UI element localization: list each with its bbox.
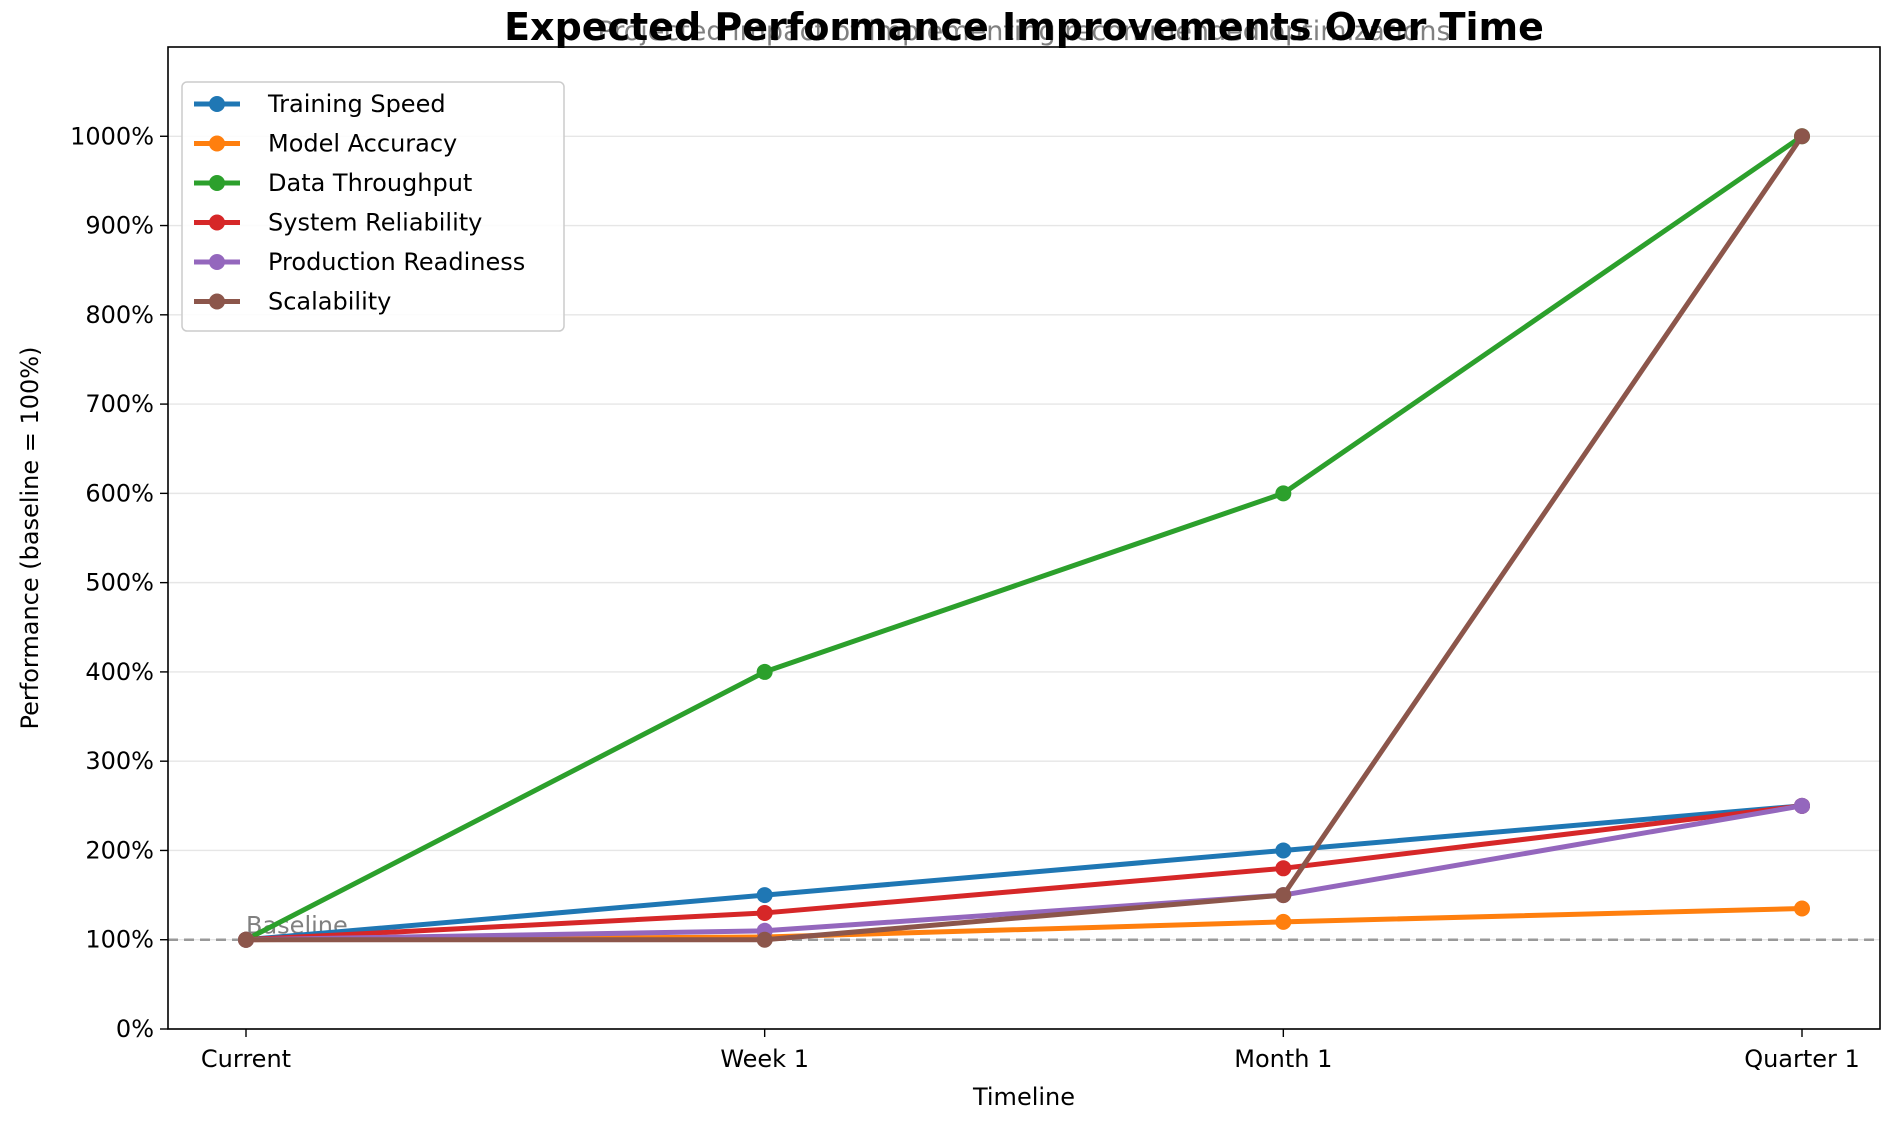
y-tick-label: 100% <box>85 926 154 954</box>
data-point <box>1794 900 1810 917</box>
legend-swatch-marker <box>209 135 225 152</box>
x-tick-label: Month 1 <box>1234 1045 1332 1073</box>
y-axis-label: Performance (baseline = 100%) <box>16 347 44 730</box>
series-line <box>243 133 1805 943</box>
plot-area-frame <box>167 46 1881 1030</box>
data-point <box>756 663 773 680</box>
legend-swatch-marker <box>209 254 225 270</box>
series-line <box>243 803 1805 943</box>
data-point <box>238 931 254 948</box>
legend: Training Speed Model Accuracy Data Through… <box>181 81 565 332</box>
y-tick-label: 1000% <box>70 122 154 150</box>
series-line <box>243 803 1805 943</box>
x-axis-label: Timeline <box>972 1083 1075 1111</box>
data-point <box>1275 842 1292 859</box>
legend-label: Production Readiness <box>268 248 525 276</box>
legend-label: Data Throughput <box>268 169 472 197</box>
y-tick-label: 200% <box>85 836 154 864</box>
legend-swatch-marker <box>209 96 225 112</box>
data-point <box>1275 485 1292 502</box>
series-line <box>243 133 1805 943</box>
legend-label: Training Speed <box>267 90 446 118</box>
legend-swatch-marker <box>209 293 225 310</box>
data-point <box>756 931 773 948</box>
legend-label: Model Accuracy <box>268 130 457 158</box>
data-point <box>1794 128 1810 145</box>
x-tick-label: Quarter 1 <box>1744 1045 1860 1073</box>
x-tick-label: Week 1 <box>720 1045 809 1073</box>
legend-swatch-marker <box>209 175 225 191</box>
data-point <box>756 904 773 921</box>
data-point <box>1275 887 1292 904</box>
legend-label: Scalability <box>268 288 391 316</box>
y-tick-label: 400% <box>85 658 154 686</box>
legend-swatch-marker <box>209 214 225 231</box>
data-point <box>1794 797 1810 814</box>
series-line <box>243 803 1805 943</box>
y-tick-label: 0% <box>116 1015 154 1043</box>
chart-title: Expected Performance Improvements Over T… <box>504 5 1544 49</box>
y-tick-label: 700% <box>85 390 154 418</box>
chart-subtitle: Projected impact of implementing recomme… <box>597 16 1450 47</box>
data-point <box>1275 860 1292 877</box>
series-group <box>238 128 1810 948</box>
legend-box <box>181 81 565 332</box>
y-tick-label: 800% <box>85 301 154 329</box>
data-point <box>756 887 773 904</box>
axes: 0% 100% 200% 300% 400% 500% 600% 700% 800% 900% 10… <box>70 122 1860 1073</box>
x-tick-label: Current <box>201 1045 291 1073</box>
data-point <box>1275 913 1292 930</box>
legend-label: System Reliability <box>268 209 482 237</box>
y-tick-label: 500% <box>85 569 154 597</box>
y-tick-label: 300% <box>85 747 154 775</box>
y-tick-label: 600% <box>85 479 154 507</box>
y-tick-label: 900% <box>85 212 154 240</box>
